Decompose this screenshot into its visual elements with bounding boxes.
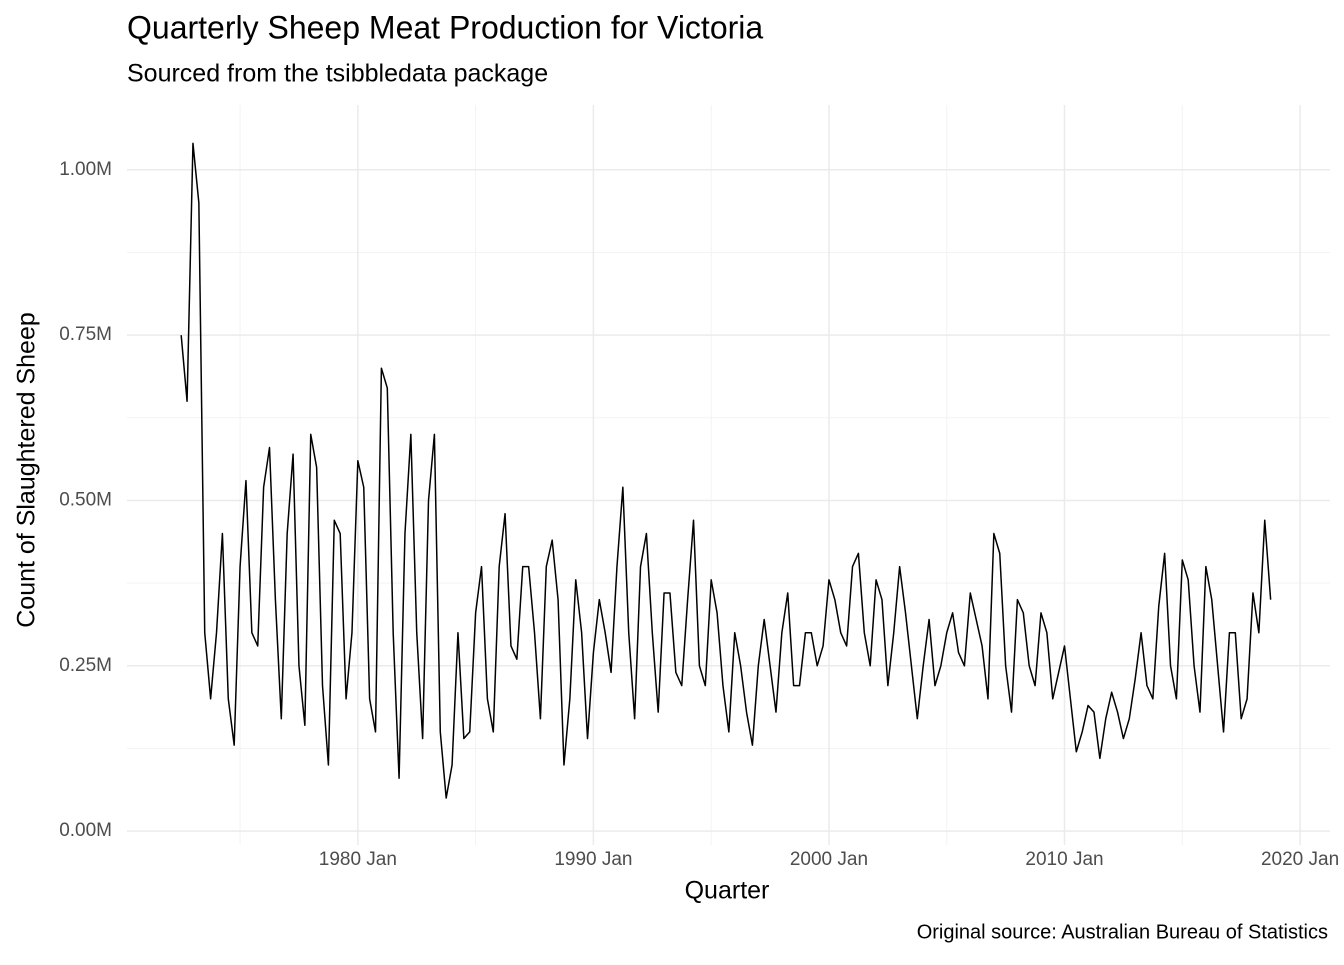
y-axis-label: Count of Slaughtered Sheep [13,312,41,628]
chart-subtitle: Sourced from the tsibbledata package [127,60,548,88]
y-tick-label: 0.25M [59,655,112,676]
x-tick-label: 2010 Jan [1025,849,1103,870]
series-line [180,142,1272,799]
x-tick-label: 2020 Jan [1261,849,1339,870]
x-tick-label: 1990 Jan [554,849,632,870]
y-tick-label: 0.75M [59,324,112,345]
x-axis-label: Quarter [685,877,770,905]
caption: Original source: Australian Bureau of St… [917,921,1328,943]
chart-title: Quarterly Sheep Meat Production for Vict… [127,9,763,45]
x-tick-label: 2000 Jan [790,849,868,870]
grid [127,105,1330,845]
y-tick-label: 0.50M [59,489,112,510]
y-tick-label: 0.00M [59,820,112,841]
y-tick-label: 1.00M [59,159,112,180]
x-tick-label: 1980 Jan [319,849,397,870]
